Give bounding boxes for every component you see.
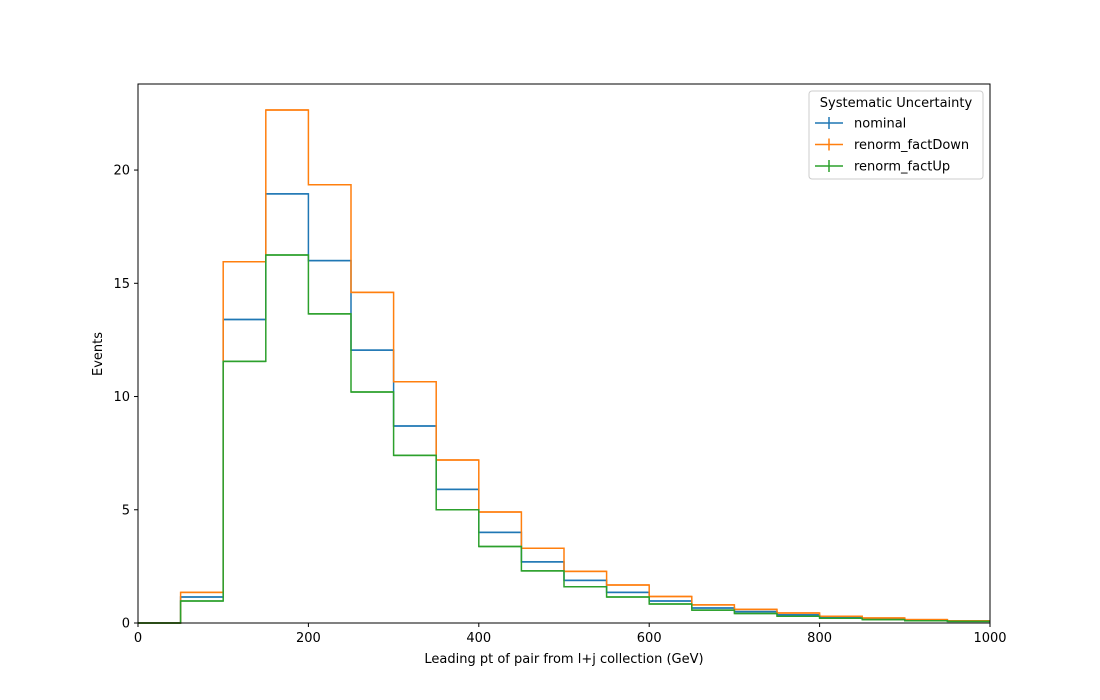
legend-entry-nominal: nominal: [815, 117, 906, 132]
plot-series: [138, 109, 990, 624]
legend-label: nominal: [854, 117, 906, 132]
legend-box: [808, 90, 984, 180]
legend-entry-renorm_factUp: renorm_factUp: [815, 160, 950, 175]
legend-label: renorm_factUp: [854, 160, 950, 175]
x-axis-ticks: 0 200 400 600 800 1000: [134, 623, 1007, 646]
x-tick-label: 600: [637, 631, 662, 646]
x-tick-label: 200: [296, 631, 321, 646]
x-tick-label: 800: [807, 631, 832, 646]
legend-entries: nominal renorm_factDown renorm_factUp: [815, 117, 969, 175]
y-tick-label: 5: [122, 503, 130, 518]
x-tick-label: 1000: [973, 631, 1006, 646]
legend-label: renorm_factDown: [854, 138, 969, 153]
y-tick-label: 15: [113, 277, 130, 292]
legend: Systematic Uncertainty nominal renorm_fac…: [808, 90, 984, 180]
y-axis-ticks: 0 5 10 15 20: [113, 164, 138, 632]
plot-frame: [137, 83, 991, 624]
x-tick-label: 400: [466, 631, 491, 646]
y-tick-label: 20: [113, 164, 130, 179]
y-tick-label: 10: [113, 390, 130, 405]
y-axis-label: Events: [91, 332, 106, 376]
x-axis-label: Leading pt of pair from l+j collection (…: [424, 652, 703, 667]
legend-title: Systematic Uncertainty: [820, 96, 973, 111]
legend-entry-renorm_factDown: renorm_factDown: [815, 138, 969, 153]
y-tick-label: 0: [122, 617, 130, 632]
x-tick-label: 0: [134, 631, 142, 646]
